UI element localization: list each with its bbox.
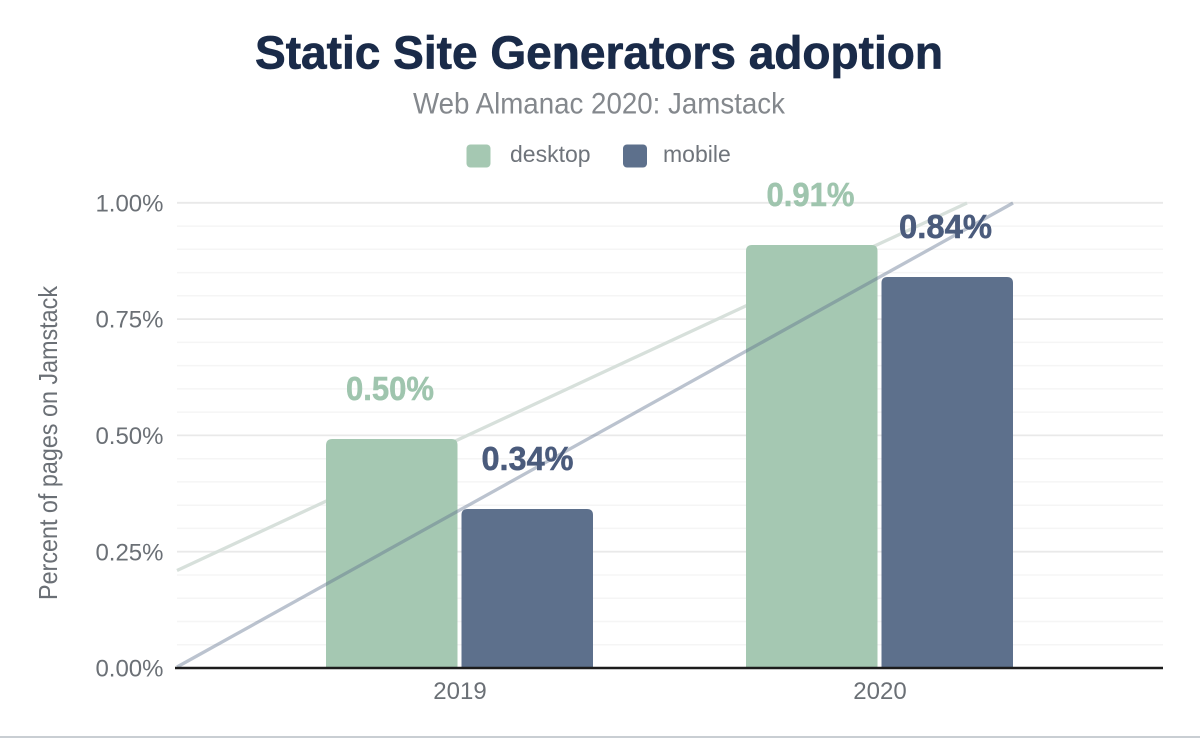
- svg-text:Static Site Generators adoptio: Static Site Generators adoption: [255, 27, 943, 79]
- svg-text:0.75%: 0.75%: [95, 307, 163, 334]
- svg-text:Percent of pages on Jamstack: Percent of pages on Jamstack: [33, 285, 63, 600]
- svg-text:desktop: desktop: [510, 141, 591, 167]
- svg-text:0.50%: 0.50%: [346, 370, 434, 407]
- svg-text:0.91%: 0.91%: [767, 176, 855, 213]
- svg-text:2020: 2020: [853, 678, 906, 705]
- svg-text:0.50%: 0.50%: [95, 423, 163, 450]
- svg-text:0.25%: 0.25%: [95, 539, 163, 566]
- svg-text:0.34%: 0.34%: [482, 440, 574, 477]
- svg-text:Web Almanac 2020: Jamstack: Web Almanac 2020: Jamstack: [413, 88, 786, 121]
- svg-text:0.84%: 0.84%: [899, 208, 992, 245]
- svg-text:0.00%: 0.00%: [95, 656, 163, 683]
- svg-text:mobile: mobile: [663, 141, 731, 167]
- svg-text:2019: 2019: [433, 678, 486, 705]
- svg-text:1.00%: 1.00%: [95, 190, 163, 217]
